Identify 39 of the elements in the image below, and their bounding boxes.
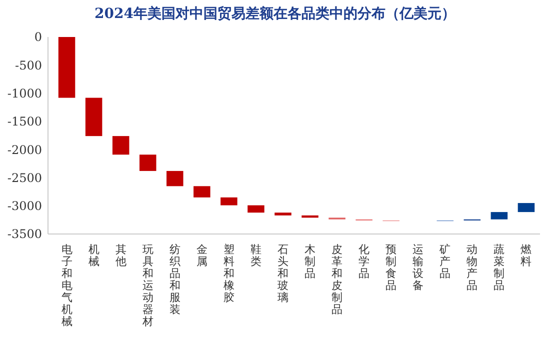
y-tick-label: -1500 [7, 114, 42, 129]
x-tick-label: 电子和电气机械 [61, 243, 72, 328]
bar [139, 154, 156, 171]
x-tick-label: 机械 [88, 243, 100, 268]
x-tick-label: 纺织品和服装 [169, 243, 180, 316]
x-tick-label: 木制品 [304, 243, 316, 280]
x-tick-label: 其他 [115, 243, 126, 268]
bar [490, 212, 508, 220]
bar [166, 170, 184, 186]
bar [302, 215, 318, 218]
bar [85, 98, 102, 136]
y-tick-label: -3000 [7, 199, 42, 214]
x-tick-label: 预制食品 [386, 243, 397, 292]
x-tick-label: 动物产品 [466, 243, 478, 292]
bar [58, 37, 76, 98]
x-tick-label: 矿产品 [438, 243, 451, 280]
y-tick-label: 0 [34, 30, 42, 44]
y-tick-label: -2500 [7, 170, 42, 185]
y-tick-label: -500 [15, 58, 42, 72]
bar [248, 205, 264, 213]
y-tick-label: -3500 [7, 227, 42, 242]
x-tick-label: 鞋类 [250, 243, 262, 268]
bar [112, 136, 130, 155]
x-tick-label: 金属 [196, 243, 208, 268]
bar [274, 212, 292, 216]
bar [220, 197, 238, 206]
x-tick-label: 塑料和橡胶 [223, 243, 234, 304]
x-tick-label: 皮革和皮制品 [332, 243, 343, 316]
x-tick-label: 蔬菜制品 [494, 243, 505, 292]
bar [194, 186, 210, 198]
y-tick-label: -2000 [7, 142, 42, 157]
x-tick-label: 玩具和运动器材 [141, 243, 154, 328]
x-tick-label: 化学品 [358, 243, 370, 280]
x-tick-label: 石头和玻璃 [277, 243, 288, 304]
bar [518, 203, 535, 212]
x-tick-label: 运输设备 [412, 243, 424, 292]
chart-title: 2024年美国对中国贸易差额在各品类中的分布（亿美元） [94, 5, 456, 22]
y-tick-label: -1000 [7, 86, 42, 100]
x-tick-label: 燃料 [520, 243, 532, 268]
